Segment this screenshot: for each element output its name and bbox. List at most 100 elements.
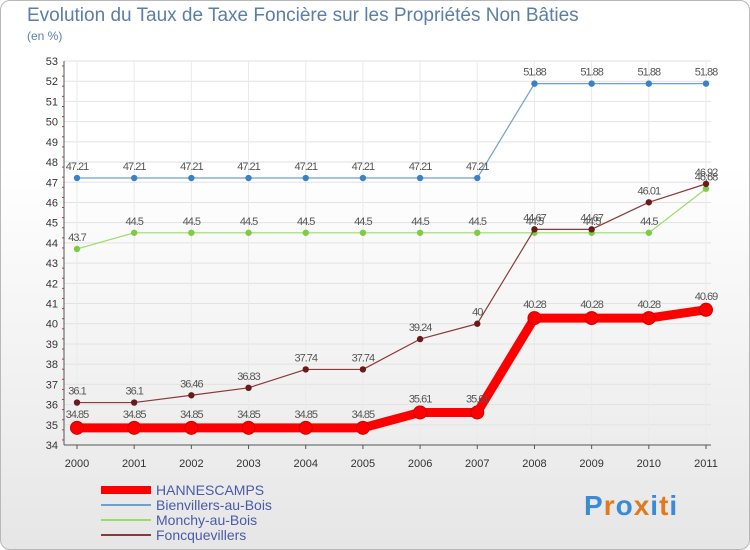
- data-label: 47.21: [180, 161, 203, 173]
- data-label: 44.5: [411, 216, 429, 228]
- data-point: [584, 311, 599, 326]
- data-label: 44.5: [469, 216, 487, 228]
- x-tick-label: 2004: [293, 458, 317, 470]
- data-point: [588, 226, 595, 233]
- logo-letter: i: [650, 490, 660, 521]
- data-point: [416, 174, 424, 182]
- data-point: [241, 420, 256, 435]
- data-label: 47.21: [294, 161, 317, 173]
- data-point: [73, 174, 81, 182]
- data-label: 40.28: [638, 299, 661, 311]
- data-point: [127, 420, 142, 435]
- data-point: [527, 311, 542, 326]
- y-tick-label: 35: [46, 420, 58, 432]
- data-label: 43.7: [68, 232, 86, 244]
- y-tick-label: 49: [46, 137, 58, 149]
- y-tick-label: 52: [46, 76, 58, 88]
- data-point: [413, 405, 428, 420]
- data-point: [359, 366, 367, 373]
- data-label: 34.85: [352, 409, 375, 421]
- data-point: [702, 80, 710, 87]
- y-tick-label: 46: [46, 197, 58, 209]
- data-point: [416, 335, 424, 343]
- data-point: [302, 366, 309, 373]
- data-point: [531, 226, 538, 233]
- data-label: 36.1: [125, 386, 143, 398]
- legend-swatch: [101, 519, 151, 521]
- data-point: [245, 174, 252, 182]
- data-label: 35.61: [409, 393, 432, 405]
- data-label: 46.01: [638, 185, 661, 197]
- data-label: 34.85: [180, 409, 203, 421]
- y-axis-unit-label: (en %): [27, 29, 63, 43]
- data-point: [298, 420, 313, 435]
- data-point: [302, 174, 309, 182]
- legend-swatch: [101, 486, 151, 494]
- data-label: 44.5: [526, 216, 544, 228]
- data-label: 44.5: [183, 216, 201, 228]
- data-label: 47.21: [352, 161, 375, 173]
- data-label: 40.28: [523, 299, 546, 311]
- x-tick-label: 2007: [465, 458, 489, 470]
- data-point: [70, 420, 84, 435]
- legend-label: Foncquevillers: [156, 527, 247, 543]
- data-label: 34.85: [123, 409, 146, 421]
- data-label: 34.85: [294, 409, 317, 421]
- y-tick-label: 37: [46, 379, 58, 391]
- data-label: 39.24: [409, 322, 432, 334]
- logo-letter: i: [669, 490, 679, 521]
- data-label: 44.5: [354, 216, 372, 228]
- y-tick-label: 40: [46, 319, 58, 331]
- data-point: [73, 245, 81, 253]
- data-label: 36.83: [237, 371, 260, 383]
- data-point: [645, 80, 653, 87]
- data-point: [588, 80, 595, 87]
- logo-letter: o: [615, 490, 634, 521]
- data-point: [641, 311, 656, 326]
- y-tick-label: 44: [46, 238, 58, 250]
- logo-letter: r: [603, 490, 616, 521]
- y-tick-label: 45: [46, 218, 58, 230]
- series-line-monchy-au-bois: [76, 188, 707, 250]
- data-point: [188, 229, 195, 236]
- y-tick-label: 38: [46, 359, 58, 371]
- data-label: 44.5: [640, 216, 658, 228]
- y-tick-label: 36: [46, 400, 58, 412]
- x-tick-label: 2011: [694, 458, 718, 470]
- x-tick-label: 2010: [637, 458, 661, 470]
- y-tick-label: 53: [46, 56, 58, 68]
- y-tick-label: 42: [46, 278, 58, 290]
- x-tick-label: 2008: [522, 458, 546, 470]
- y-tick-label: 48: [46, 157, 58, 169]
- data-point: [302, 229, 309, 236]
- y-tick-label: 47: [46, 177, 58, 189]
- data-point: [73, 399, 81, 406]
- x-tick-label: 2009: [579, 458, 603, 470]
- data-point: [188, 392, 195, 399]
- logo-letter: t: [659, 490, 670, 521]
- data-label: 44.5: [125, 216, 143, 228]
- data-label: 47.21: [237, 161, 260, 173]
- chart-title: Evolution du Taux de Taxe Foncière sur l…: [27, 5, 579, 26]
- data-point: [359, 174, 367, 182]
- data-point: [359, 229, 367, 236]
- x-tick-label: 2006: [408, 458, 432, 470]
- legend-label: Bienvillers-au-Bois: [156, 497, 272, 513]
- legend-label: HANNESCAMPS: [156, 482, 265, 498]
- data-label: 36.46: [180, 378, 203, 390]
- data-label: 47.21: [123, 161, 146, 173]
- data-point: [245, 384, 252, 392]
- data-label: 51.88: [580, 67, 603, 79]
- data-point: [702, 180, 710, 188]
- y-tick-label: 43: [46, 258, 58, 270]
- data-label: 34.85: [66, 409, 89, 421]
- y-tick-label: 50: [46, 117, 58, 129]
- x-tick-label: 2000: [65, 458, 89, 470]
- data-label: 44.5: [297, 216, 315, 228]
- data-label: 51.88: [523, 67, 546, 79]
- data-point: [645, 229, 653, 236]
- y-tick-label: 39: [46, 339, 58, 351]
- logo-letter: P: [584, 490, 604, 521]
- data-label: 36.1: [68, 386, 86, 398]
